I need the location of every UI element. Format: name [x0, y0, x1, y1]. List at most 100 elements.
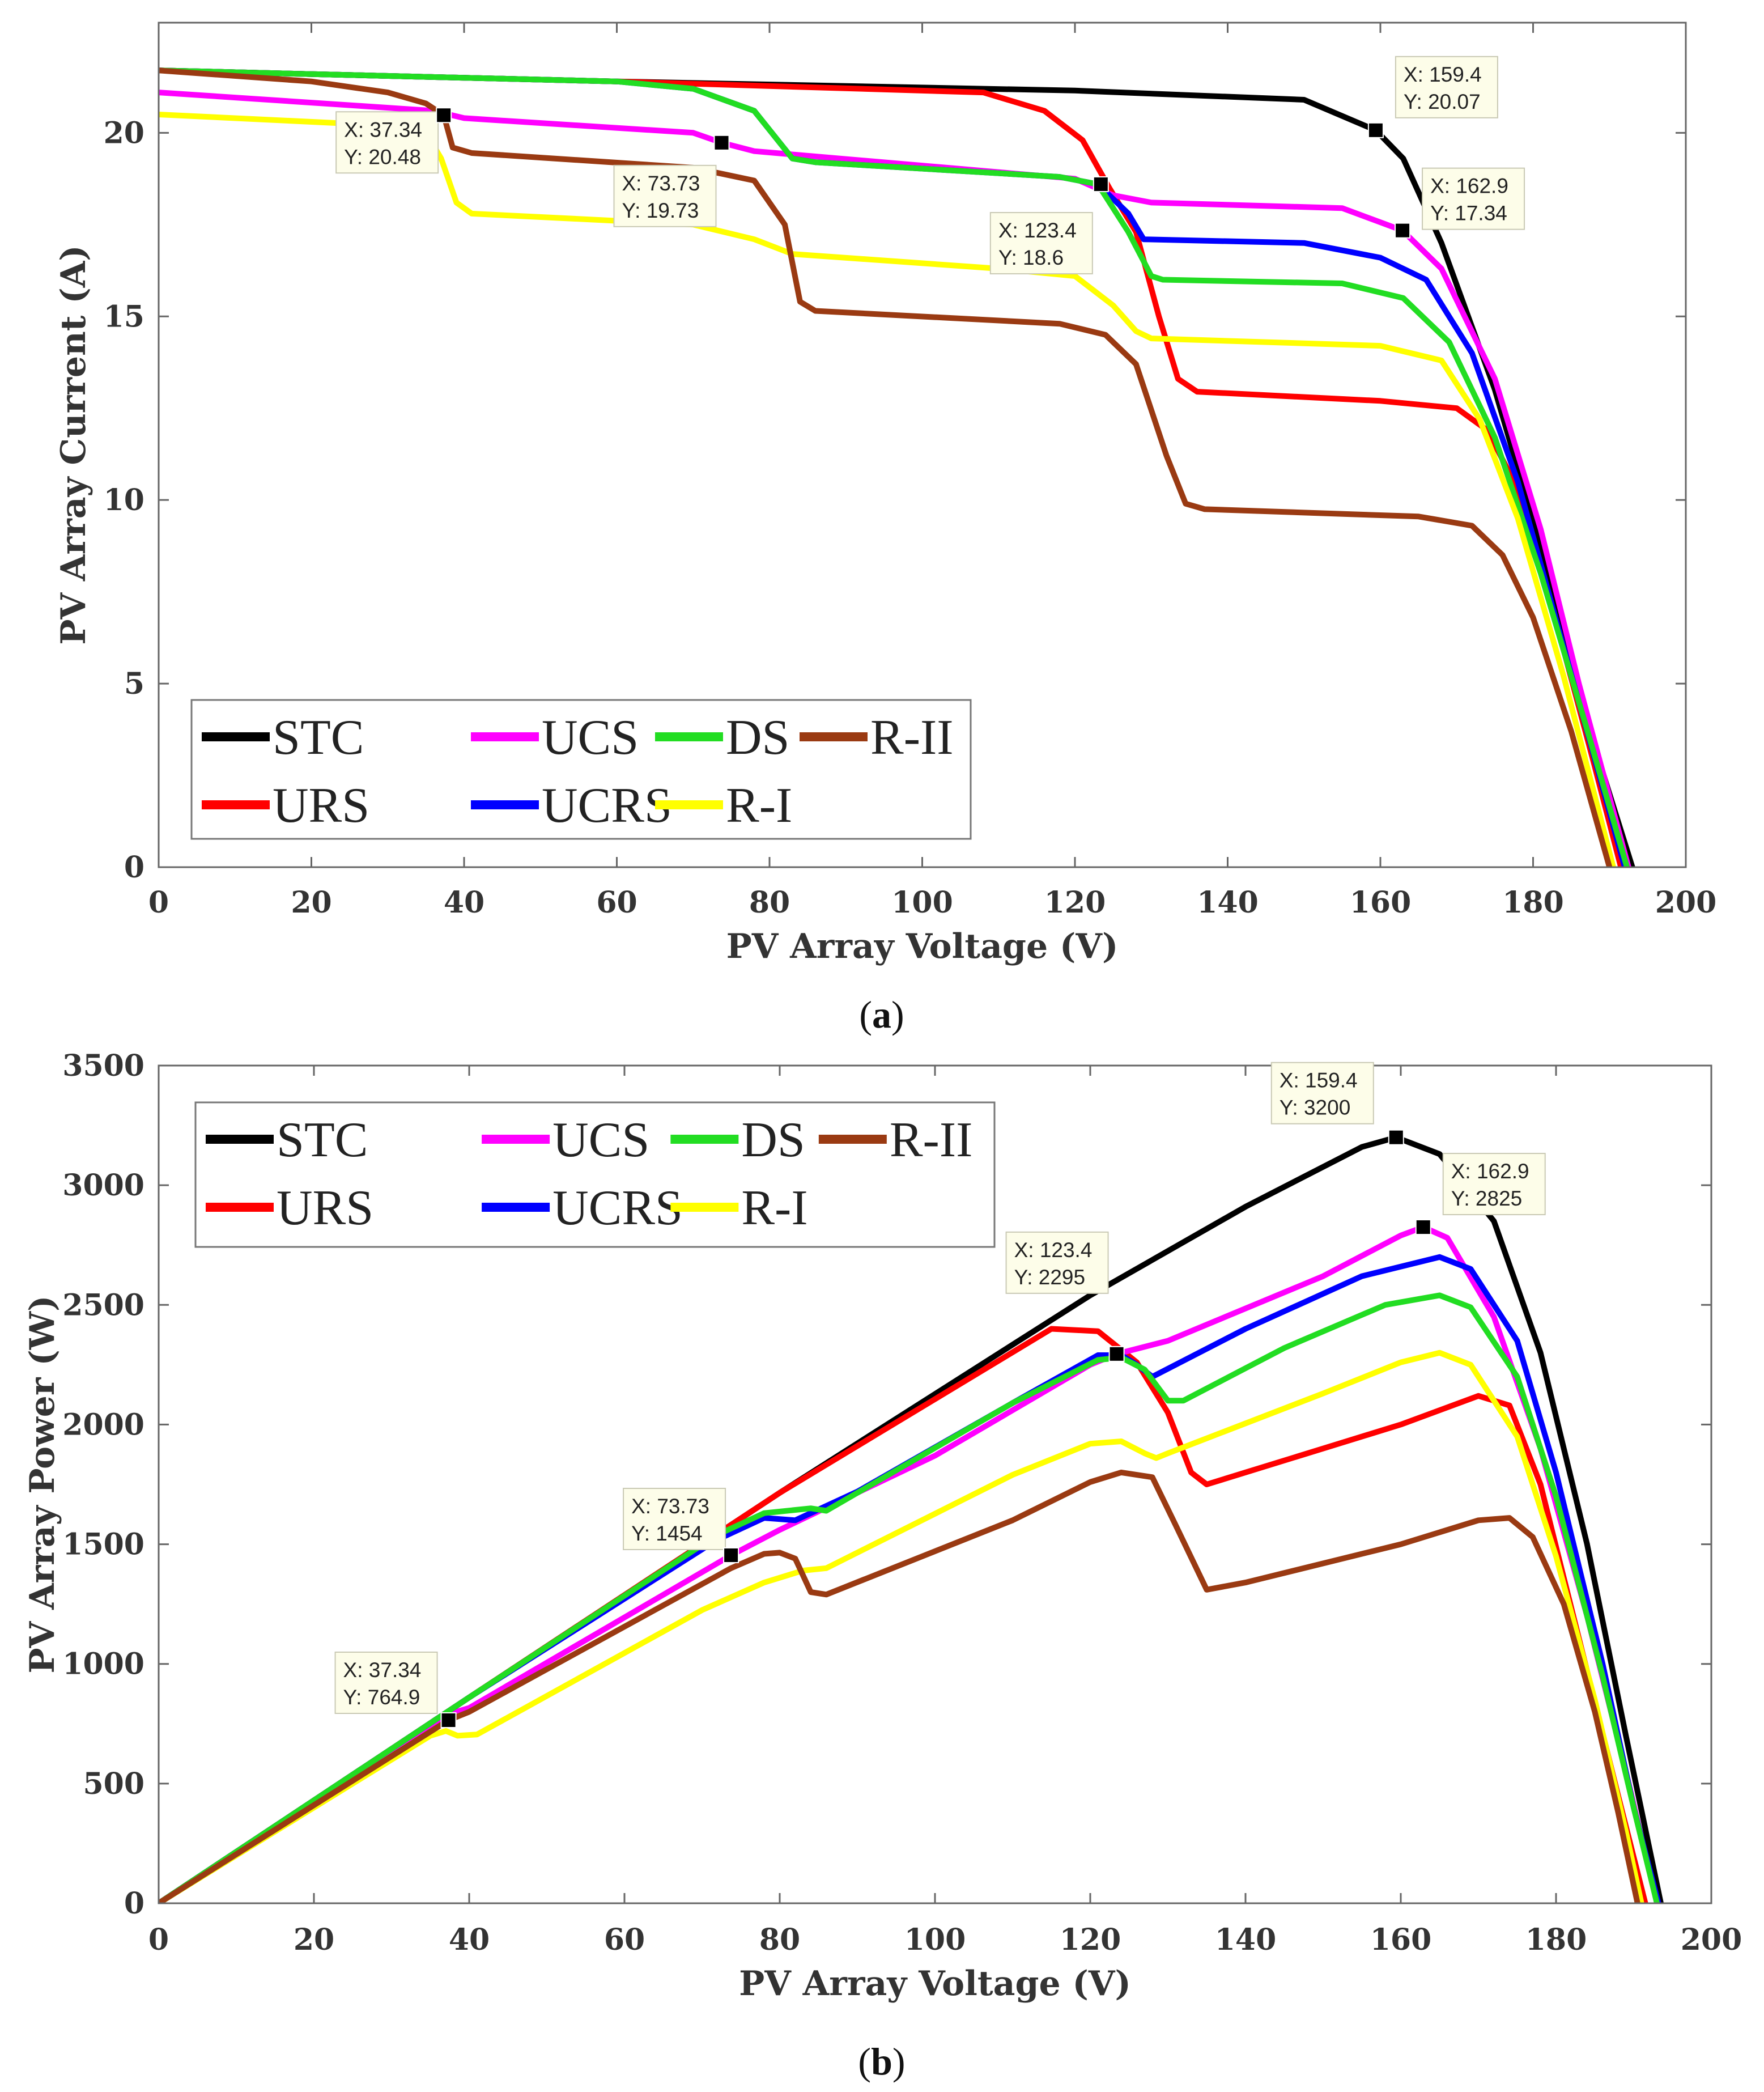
chart-a-x-tick-label: 160 — [1350, 885, 1412, 920]
chart-b-datatip-marker — [1108, 1346, 1125, 1362]
chart-a-x-tick-label: 20 — [291, 885, 331, 920]
chart-a-datatip-x: X: 162.9 — [1430, 175, 1508, 198]
chart-a-datatip-x: X: 73.73 — [622, 172, 700, 195]
chart-a-x-tick-label: 100 — [891, 885, 953, 920]
chart-b-y-tick-label: 1000 — [62, 1647, 144, 1682]
chart-a-series-group — [159, 67, 1635, 867]
chart-b-datatip-box — [334, 1651, 438, 1714]
chart-b-datatip-y: Y: 2825 — [1451, 1187, 1523, 1210]
chart-b-x-tick-label: 0 — [148, 1923, 169, 1957]
chart-a-y-tick-label: 10 — [104, 483, 144, 517]
chart-b-datatip-x: X: 159.4 — [1280, 1069, 1358, 1092]
chart-b-datatip-y: Y: 3200 — [1280, 1096, 1351, 1119]
chart-a-x-tick-label: 180 — [1502, 885, 1564, 920]
chart-a-datatip-x: X: 159.4 — [1404, 63, 1482, 86]
chart-a-y-tick-label: 15 — [104, 299, 144, 334]
caption-b: (b) — [858, 2040, 905, 2083]
chart-b-datatip-y: Y: 1454 — [631, 1522, 703, 1545]
chart-b-datatip-box — [1005, 1231, 1109, 1294]
chart-b-x-tick-label: 100 — [904, 1923, 966, 1957]
chart-b-y-tick-label: 2500 — [62, 1288, 144, 1322]
chart-b-datatip-y: Y: 764.9 — [343, 1686, 420, 1709]
chart-b-legend-label-r-ii: R-II — [890, 1113, 973, 1168]
chart-a-x-tick-label: 40 — [444, 885, 484, 920]
chart-b-datatip-marker — [1415, 1219, 1431, 1236]
chart-a-datatip-marker — [713, 134, 730, 151]
chart-a-datatip-box — [1395, 56, 1498, 118]
chart-b-legend-label-ds: DS — [741, 1113, 805, 1168]
chart-a-datatip-marker — [1093, 176, 1109, 193]
chart-a-legend-label-ds: DS — [726, 710, 790, 765]
chart-a-legend-label-urs: URS — [273, 778, 369, 833]
chart-b-frame — [158, 1064, 1712, 1904]
chart-a-x-axis-label: PV Array Voltage (V) — [726, 927, 1119, 966]
chart-a-datatip-marker — [1395, 222, 1411, 239]
chart-b-x-tick-label: 80 — [759, 1923, 800, 1957]
chart-a-x-tick-label: 140 — [1197, 885, 1259, 920]
chart-b-x-tick-label: 120 — [1060, 1923, 1121, 1957]
chart-b-x-tick-label: 20 — [294, 1923, 334, 1957]
chart-b-legend-label-stc: STC — [277, 1113, 368, 1168]
chart-b-datatip-box — [1442, 1153, 1546, 1216]
chart-b-datatip-box — [1270, 1062, 1374, 1124]
chart-a-datatip-y: Y: 17.34 — [1430, 202, 1507, 225]
chart-a-legend-label-r-ii: R-II — [870, 710, 954, 765]
chart-b-y-tick-label: 2000 — [62, 1407, 144, 1442]
chart-b-x-tick-label: 160 — [1370, 1923, 1432, 1957]
chart-a-legend — [190, 699, 972, 840]
chart-a-datatip-box — [335, 111, 439, 174]
caption-b-letter: b — [871, 2040, 892, 2083]
chart-b-series-r-ii — [159, 1469, 1640, 1903]
chart-b-datatip-marker — [440, 1712, 457, 1728]
chart-a-legend-label-r-i: R-I — [726, 778, 792, 833]
chart-a-y-tick-label: 20 — [104, 116, 144, 150]
chart-a-series-ds — [159, 67, 1630, 867]
chart-a-x-tick-label: 60 — [596, 885, 637, 920]
chart-b-legend-label-ucrs: UCRS — [552, 1181, 683, 1236]
chart-b-series-group — [159, 1134, 1664, 1903]
chart-a-y-tick-label: 0 — [124, 850, 144, 885]
chart-a-legend-label-stc: STC — [273, 710, 364, 765]
chart-a-frame — [158, 22, 1687, 868]
chart-b-datatip-box — [623, 1487, 726, 1550]
chart-b-datatip-x: X: 73.73 — [631, 1495, 709, 1518]
chart-a-datatip-box — [989, 212, 1093, 275]
chart-b-datatip-x: X: 37.34 — [343, 1658, 422, 1682]
chart-b-x-tick-label: 140 — [1215, 1923, 1277, 1957]
chart-b-legend-label-urs: URS — [277, 1181, 373, 1236]
chart-a-datatip-y: Y: 20.07 — [1404, 90, 1481, 113]
caption-a: (a) — [859, 993, 904, 1036]
chart-a-datatip-x: X: 123.4 — [998, 219, 1077, 242]
chart-a-x-tick-label: 0 — [148, 885, 169, 920]
chart-b-x-axis-label: PV Array Voltage (V) — [739, 1964, 1131, 2004]
chart-b-x-tick-label: 200 — [1681, 1923, 1742, 1957]
chart-b-y-tick-label: 3500 — [62, 1049, 144, 1083]
chart-b-x-tick-label: 60 — [604, 1923, 645, 1957]
chart-a-y-axis-label: PV Array Current (A) — [54, 245, 93, 644]
chart-a-datatip-marker — [1367, 122, 1384, 138]
chart-a-legend-label-ucrs: UCRS — [542, 778, 672, 833]
chart-b-series-r-i — [159, 1350, 1644, 1903]
chart-b-y-tick-label: 3000 — [62, 1168, 144, 1203]
chart-a-legend-label-ucs: UCS — [542, 710, 639, 765]
chart-a-datatip-box — [1422, 167, 1525, 230]
chart-a-x-tick-label: 200 — [1655, 885, 1717, 920]
chart-b-y-tick-label: 1500 — [62, 1527, 144, 1562]
chart-b-datatip-y: Y: 2295 — [1014, 1266, 1086, 1289]
chart-b-legend-label-ucs: UCS — [552, 1113, 649, 1168]
chart-a-datatip-y: Y: 20.48 — [344, 145, 421, 168]
panel-a-iv-chart: 0 20 40 60 80 100 120 140 160 180 200 0 5 10 15 20 PV Ar… — [54, 22, 1717, 966]
chart-b-x-tick-label: 40 — [449, 1923, 490, 1957]
chart-b-datatip-marker — [723, 1547, 739, 1563]
chart-b-datatip-x: X: 123.4 — [1014, 1238, 1093, 1262]
chart-a-datatip-y: Y: 19.73 — [622, 199, 699, 222]
chart-b-y-tick-label: 500 — [83, 1767, 144, 1801]
chart-b-legend — [194, 1101, 996, 1248]
chart-b-datatip-marker — [1388, 1129, 1404, 1145]
chart-a-series-ucs — [159, 90, 1631, 867]
chart-b-x-tick-label: 180 — [1525, 1923, 1587, 1957]
chart-a-datatip-x: X: 37.34 — [344, 118, 422, 141]
chart-a-datatip-marker — [436, 107, 452, 124]
chart-a-datatip-box — [613, 164, 717, 227]
